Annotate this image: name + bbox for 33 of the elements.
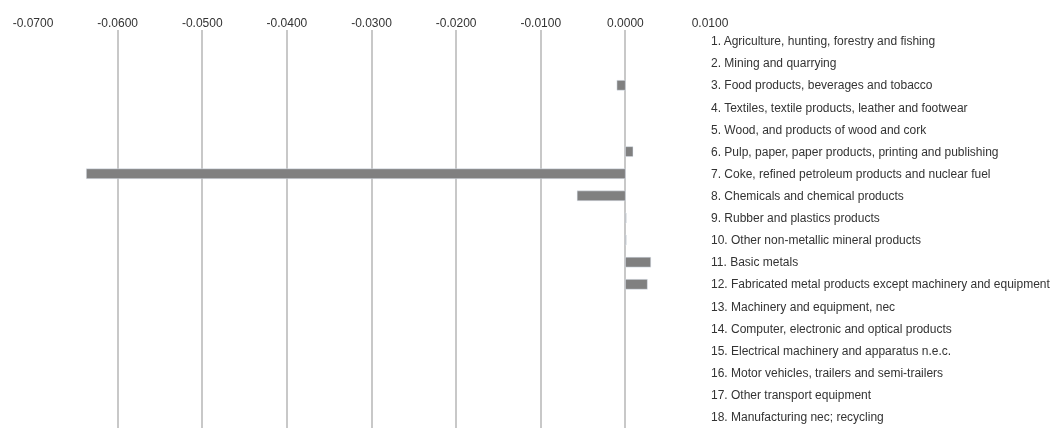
x-tick-label: -0.0500 (181, 15, 223, 30)
bar (576, 190, 626, 202)
y-tick-label: 13. Machinery and equipment, nec (711, 299, 896, 314)
y-tick-label: 11. Basic metals (711, 255, 799, 270)
y-tick-label: 10. Other non-metallic mineral products (711, 233, 922, 248)
bar (86, 168, 626, 179)
bar (625, 279, 648, 290)
x-tick-label: -0.0600 (97, 15, 139, 30)
x-tick-label: -0.0700 (12, 15, 54, 30)
bar (625, 256, 652, 268)
x-tick-label: -0.0300 (351, 15, 393, 30)
y-tick-label: 18. Manufacturing nec; recycling (711, 410, 884, 425)
bar (625, 146, 634, 157)
y-tick-label: 15. Electrical machinery and apparatus n.e.c. (711, 343, 952, 358)
y-tick-label: 9. Rubber and plastics products (711, 211, 880, 226)
y-tick-label: 2. Mining and quarrying (711, 56, 837, 71)
x-tick-label: 0.0000 (607, 15, 645, 30)
x-tick-label: 0.0100 (691, 15, 729, 30)
y-tick-label: 6. Pulp, paper, paper products, printing and publishing (711, 144, 999, 159)
y-tick-label: 12. Fabricated metal products except machinery and equipment (711, 277, 1051, 292)
y-tick-label: 1. Agriculture, hunting, forestry and fishing (711, 34, 936, 49)
y-tick-label: 3. Food products, beverages and tobacco (711, 78, 933, 93)
y-tick-label: 14. Computer, electronic and optical products (711, 321, 952, 336)
y-tick-label: 17. Other transport equipment (711, 388, 872, 403)
bar (616, 80, 626, 91)
y-tick-label: 4. Textiles, textile products, leather and footwear (711, 100, 968, 115)
x-tick-label: -0.0200 (435, 15, 477, 30)
y-tick-label: 16. Motor vehicles, trailers and semi-trailers (711, 365, 944, 380)
y-tick-label: 7. Coke, refined petroleum products and nuclear fuel (711, 166, 991, 181)
x-tick-label: -0.0400 (266, 15, 308, 30)
y-tick-label: 5. Wood, and products of wood and cork (711, 122, 928, 137)
x-tick-label: -0.0100 (520, 15, 562, 30)
y-tick-label: 8. Chemicals and chemical products (711, 189, 904, 204)
